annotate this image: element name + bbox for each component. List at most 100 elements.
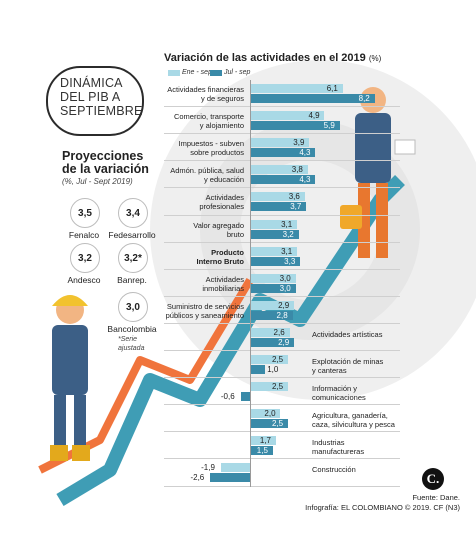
worker-figure-icon bbox=[50, 295, 90, 461]
bar-value-label: 5,9 bbox=[323, 121, 335, 131]
category-label: Actividades financieras y de seguros bbox=[167, 85, 244, 103]
projection-name: Fedesarrollo bbox=[108, 230, 156, 240]
projection-value: 3,4 bbox=[118, 198, 148, 228]
row-separator bbox=[164, 350, 400, 351]
bar-ene-sep bbox=[250, 219, 298, 229]
category-label: Industrias manufactureras bbox=[312, 438, 365, 457]
projections-title: Proyecciones de la variación bbox=[62, 149, 149, 176]
row-separator bbox=[164, 377, 400, 379]
row-separator bbox=[164, 431, 400, 433]
category-label: Construcción bbox=[312, 465, 356, 475]
bar-ene-sep bbox=[250, 436, 276, 446]
bar-ene-sep bbox=[250, 165, 308, 175]
bar-ene-sep bbox=[250, 300, 295, 310]
projection-value: 3,2 bbox=[70, 243, 100, 273]
chart-title-unit: (%) bbox=[368, 54, 382, 63]
projection-value: 3,0 bbox=[118, 292, 148, 322]
bar-value-label: 2,6 bbox=[273, 327, 285, 337]
bar-value-label: 4,3 bbox=[299, 175, 311, 185]
bar-value-label: 3,1 bbox=[281, 246, 293, 256]
bar-jul-sep bbox=[250, 256, 301, 266]
row-separator bbox=[164, 295, 400, 297]
bar-value-label: 8,2 bbox=[358, 94, 370, 103]
bar-value-label: -1,9 bbox=[201, 463, 215, 473]
row-separator bbox=[164, 485, 400, 487]
projection-name: Fenalco bbox=[68, 230, 100, 240]
category-label: Comercio, transporte y alojamiento bbox=[173, 112, 244, 131]
row-separator bbox=[164, 268, 400, 270]
bar-jul-sep bbox=[250, 202, 307, 212]
row-separator bbox=[164, 160, 400, 162]
bar-ene-sep bbox=[250, 192, 305, 202]
projections-note: *Serie ajustada bbox=[118, 336, 145, 352]
bar-value-label: 1,0 bbox=[267, 365, 279, 374]
bar-value-label: 3,3 bbox=[284, 256, 296, 266]
legend-swatch bbox=[210, 70, 222, 76]
bar-value-label: 3,7 bbox=[290, 202, 302, 212]
bar-jul-sep bbox=[250, 148, 316, 158]
credit-text: Infografía: EL COLOMBIANO © 2019. CF (N3… bbox=[305, 503, 460, 512]
category-label: Actividades artísticas bbox=[312, 329, 383, 339]
bar-jul-sep bbox=[250, 446, 273, 456]
bar-value-label: 3,8 bbox=[291, 165, 303, 175]
bar-ene-sep bbox=[250, 246, 298, 256]
bar-jul-sep bbox=[250, 94, 375, 103]
row-separator bbox=[164, 187, 400, 189]
category-label: Suministro de servicios públicos y sanea… bbox=[165, 301, 244, 320]
chart-title-text: Variación de las actividades en el 2019 bbox=[164, 52, 366, 64]
bar-value-label: 2,5 bbox=[272, 382, 284, 392]
projections-subtitle: (%, Jul - Sept 2019) bbox=[62, 177, 133, 186]
bar-value-label: 1,7 bbox=[259, 436, 271, 446]
bar-value-label: -0,6 bbox=[220, 392, 235, 402]
row-separator bbox=[164, 322, 400, 324]
bar-ene-sep bbox=[250, 327, 290, 337]
bar-ene-sep bbox=[221, 463, 250, 473]
bar-value-label: 3,0 bbox=[279, 283, 291, 293]
row-separator bbox=[164, 404, 400, 406]
bar-value-label: -2,6 bbox=[190, 473, 205, 483]
bar-value-label: 6,1 bbox=[326, 84, 338, 93]
bar-value-label: 2,0 bbox=[264, 409, 276, 419]
bar-value-label: 2,5 bbox=[272, 419, 284, 429]
bar-jul-sep bbox=[250, 229, 299, 239]
bar-value-label: 3,9 bbox=[293, 138, 305, 148]
bar-value-label: 1,5 bbox=[256, 446, 268, 456]
category-label: Producto Interno Bruto bbox=[196, 247, 245, 266]
bar-value-label: 2,9 bbox=[278, 337, 290, 347]
bar-ene-sep bbox=[250, 382, 288, 392]
projection-name: Banrep. bbox=[117, 275, 147, 285]
category-label: Actividades inmobiliarias bbox=[202, 274, 244, 293]
row-separator bbox=[164, 133, 400, 135]
category-label: Explotación de minas y canteras bbox=[312, 357, 384, 375]
bar-value-label: 2,8 bbox=[276, 310, 288, 320]
projection-name: Andesco bbox=[67, 275, 101, 285]
category-label: Información y comunicaciones bbox=[312, 384, 366, 403]
legend-label: Jul - sep bbox=[224, 69, 251, 76]
projection-name: Bancolombia bbox=[107, 324, 157, 334]
source-text: Fuente: Dane. bbox=[412, 493, 460, 502]
bar-value-label: 2,5 bbox=[272, 355, 284, 364]
legend-label: Ene - sep bbox=[182, 69, 212, 76]
bar-ene-sep bbox=[250, 409, 281, 419]
bar-jul-sep bbox=[250, 365, 266, 374]
row-separator bbox=[164, 106, 400, 108]
category-label: Admón. pública, salud y educación bbox=[170, 166, 244, 185]
bar-jul-sep bbox=[250, 283, 296, 293]
bar-value-label: 3,6 bbox=[288, 192, 300, 202]
row-separator bbox=[164, 241, 400, 243]
bar-jul-sep bbox=[240, 392, 250, 402]
bar-jul-sep bbox=[250, 175, 316, 185]
bar-ene-sep bbox=[250, 355, 288, 364]
bar-ene-sep bbox=[250, 273, 296, 283]
bar-value-label: 3,0 bbox=[279, 273, 291, 283]
bar-ene-sep bbox=[250, 111, 325, 121]
zero-axis bbox=[250, 80, 251, 487]
chart-title: Variación de las actividades en el 2019 … bbox=[164, 52, 381, 64]
bar-ene-sep bbox=[250, 138, 310, 148]
bar-value-label: 4,3 bbox=[299, 148, 311, 158]
bar-value-label: 3,2 bbox=[282, 229, 294, 239]
bar-value-label: 4,9 bbox=[308, 111, 320, 121]
logo: C. bbox=[422, 468, 444, 490]
bar-value-label: 2,9 bbox=[278, 300, 290, 310]
